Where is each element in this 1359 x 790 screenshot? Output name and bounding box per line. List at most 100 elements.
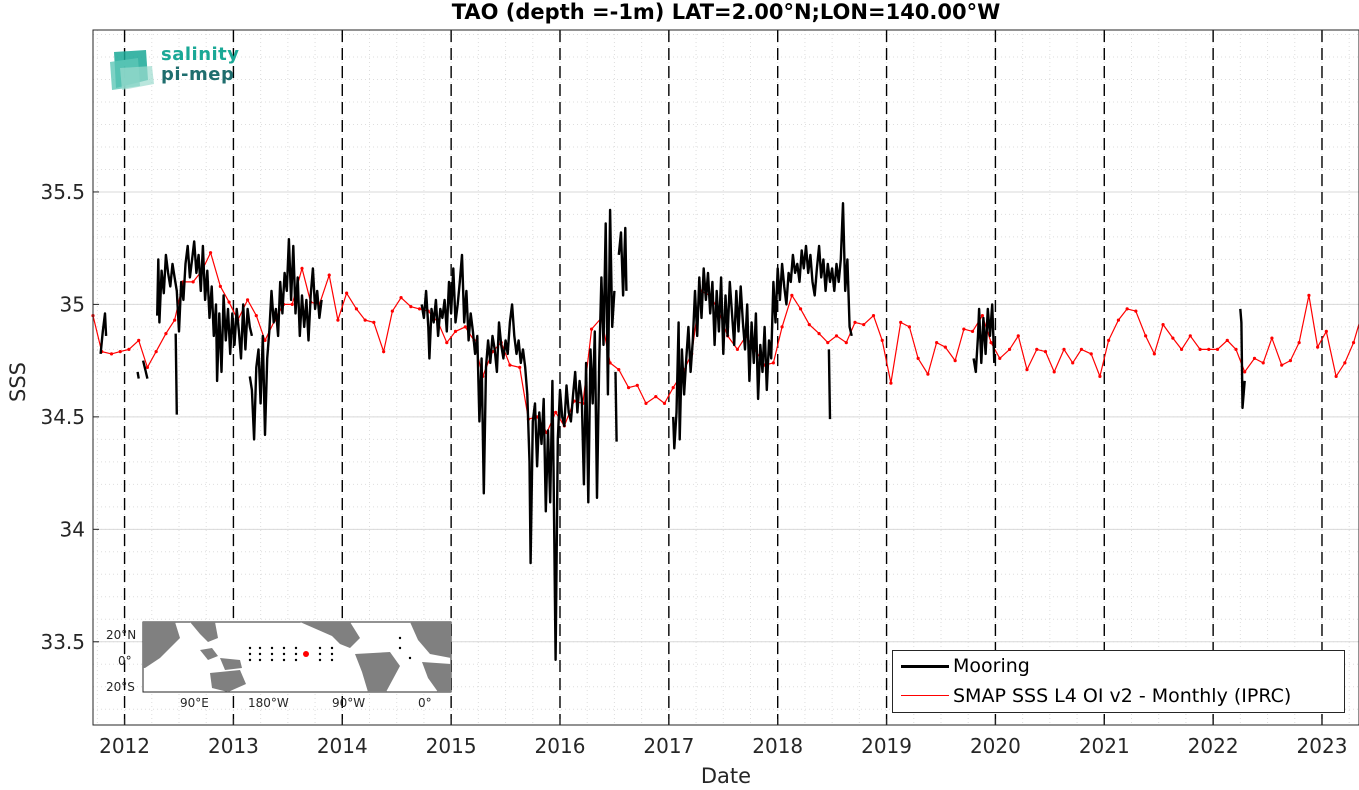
data-point-smap <box>735 347 740 351</box>
data-point-smap <box>463 325 467 329</box>
y-tick-label: 35.5 <box>40 180 85 204</box>
data-point-smap <box>154 350 158 354</box>
series-line-mooring <box>420 208 616 661</box>
legend-swatch-smap <box>901 695 949 696</box>
data-point-smap <box>363 318 367 322</box>
data-point-smap <box>137 338 141 342</box>
x-axis-label: Date <box>700 764 752 788</box>
data-point-smap <box>943 345 947 349</box>
series-line-mooring <box>614 371 618 442</box>
data-point-smap <box>227 300 231 304</box>
data-point-smap <box>1280 363 1284 367</box>
data-point-smap <box>173 318 177 322</box>
series-line-mooring <box>827 349 832 420</box>
data-point-smap <box>970 329 975 333</box>
data-point-smap <box>589 327 594 331</box>
legend-swatch-mooring <box>901 665 949 668</box>
data-point-smap <box>1288 359 1293 363</box>
data-point-smap <box>1188 334 1192 338</box>
inset-map-graphic <box>142 621 452 693</box>
data-point-smap <box>327 273 331 277</box>
x-tick-label: 2013 <box>208 734 259 758</box>
data-point-smap <box>1215 347 1220 351</box>
data-point-smap <box>617 368 621 372</box>
salinity-pimep-logo: salinity pi-mep <box>108 44 248 94</box>
data-point-smap <box>191 280 195 284</box>
data-point-smap <box>926 372 930 376</box>
data-point-smap <box>1161 323 1165 327</box>
data-point-smap <box>671 386 675 390</box>
data-point-smap <box>626 386 631 390</box>
x-tick-label: 2014 <box>317 734 368 758</box>
data-point-smap <box>417 307 422 311</box>
data-point-smap <box>109 352 114 356</box>
data-point-smap <box>916 356 920 360</box>
data-point-smap <box>164 332 168 336</box>
data-point-smap <box>654 395 658 399</box>
data-point-smap <box>508 363 512 367</box>
data-point-smap <box>1152 352 1156 356</box>
data-point-smap <box>1207 347 1211 351</box>
data-point-smap <box>1016 334 1020 338</box>
x-tick-label: 2022 <box>1188 734 1239 758</box>
series-line-mooring <box>156 240 254 383</box>
data-point-smap <box>1316 345 1320 349</box>
inset-lon-90e: 90°E <box>180 696 209 710</box>
data-point-smap <box>1062 347 1066 351</box>
data-point-smap <box>899 320 903 324</box>
data-point-smap <box>862 323 866 327</box>
data-point-smap <box>1035 347 1039 351</box>
plot-frame <box>92 29 1359 726</box>
y-tick-label: 33.5 <box>40 630 85 654</box>
data-point-smap <box>1089 352 1093 356</box>
y-tick-label: 34 <box>60 517 85 541</box>
data-point-smap <box>1071 361 1075 365</box>
data-point-smap <box>1043 350 1048 354</box>
data-point-smap <box>118 350 122 354</box>
data-point-smap <box>644 401 648 405</box>
legend-item-mooring: Mooring <box>893 653 1344 679</box>
mooring-location-marker <box>303 651 309 657</box>
y-tick-label: 35 <box>60 292 85 316</box>
data-point-smap <box>635 383 639 387</box>
data-point-smap <box>1144 334 1148 338</box>
series-line-mooring <box>972 303 996 374</box>
data-point-smap <box>1107 338 1111 342</box>
x-tick-label: 2017 <box>643 734 694 758</box>
data-point-smap <box>780 325 784 329</box>
x-tick-label: 2020 <box>970 734 1021 758</box>
logo-icon <box>110 50 154 90</box>
data-point-smap <box>989 341 993 345</box>
data-point-smap <box>1079 347 1084 351</box>
data-point-smap <box>1025 368 1029 372</box>
data-point-smap <box>798 307 803 311</box>
series-line-mooring <box>141 360 149 379</box>
data-point-smap <box>1334 374 1338 378</box>
data-point-smap <box>1198 347 1202 351</box>
data-point-smap <box>1343 361 1347 365</box>
data-point-smap <box>834 334 839 338</box>
series-line-mooring <box>99 312 108 355</box>
data-point-smap <box>453 329 458 333</box>
inset-lon-180w: 180°W <box>248 696 289 710</box>
x-tick-label: 2012 <box>99 734 150 758</box>
data-point-smap <box>771 361 775 365</box>
data-point-smap <box>1134 309 1138 313</box>
data-point-smap <box>871 314 876 318</box>
data-point-smap <box>844 341 848 345</box>
data-point-smap <box>880 338 884 342</box>
inset-lat-20s: 20°S <box>106 680 135 694</box>
data-point-smap <box>807 323 811 327</box>
data-point-smap <box>1252 356 1257 360</box>
data-point-smap <box>518 365 522 369</box>
data-point-smap <box>953 359 957 363</box>
data-point-smap <box>1351 341 1356 345</box>
data-point-smap <box>1225 338 1229 342</box>
x-tick-label: 2016 <box>535 734 586 758</box>
data-point-smap <box>935 341 939 345</box>
data-point-smap <box>1307 293 1311 298</box>
legend-label-smap: SMAP SSS L4 OI v2 - Monthly (IPRC) <box>953 685 1292 707</box>
data-point-smap <box>1116 318 1121 322</box>
data-point-smap <box>336 318 340 322</box>
